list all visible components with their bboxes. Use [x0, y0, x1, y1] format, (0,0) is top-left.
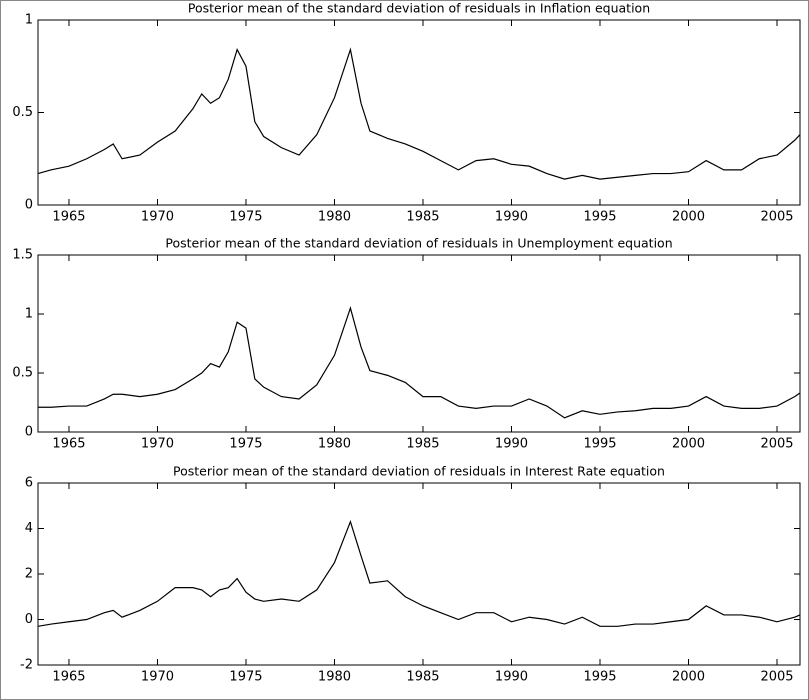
x-tick-label: 1990 [495, 437, 528, 452]
x-tick-label: 1980 [318, 210, 351, 225]
axes-box [37, 482, 801, 666]
chart-title: Posterior mean of the standard deviation… [165, 236, 672, 251]
x-tick-label: 1965 [52, 210, 85, 225]
y-tick-label: 1.5 [12, 248, 33, 263]
x-tick-label: 1995 [583, 670, 616, 685]
x-tick-label: 1970 [141, 210, 174, 225]
x-tick-label: 2005 [760, 670, 793, 685]
data-line [38, 306, 801, 419]
y-tick-label: -2 [20, 658, 33, 673]
x-tick-label: 1975 [229, 670, 262, 685]
axes-box [37, 254, 801, 433]
y-tick-label: 0.5 [12, 105, 33, 120]
x-tick-label: 1995 [583, 210, 616, 225]
x-tick-label: 2000 [672, 670, 705, 685]
x-tick-label: 1985 [406, 670, 439, 685]
x-tick-label: 1965 [52, 670, 85, 685]
x-tick-label: 1965 [52, 437, 85, 452]
x-tick-label: 1975 [229, 437, 262, 452]
x-tick-label: 2005 [760, 437, 793, 452]
y-tick-label: 2 [25, 567, 33, 582]
y-tick-label: 0 [25, 198, 33, 213]
y-tick-label: 0 [25, 425, 33, 440]
axes-box [37, 19, 801, 206]
y-tick-label: 1 [25, 13, 33, 28]
y-tick-label: 1 [25, 307, 33, 322]
data-line [37, 47, 801, 180]
chart-title: Posterior mean of the standard deviation… [188, 1, 650, 16]
x-tick-label: 2000 [672, 437, 705, 452]
y-tick-label: 0.5 [12, 366, 33, 381]
x-tick-label: 1970 [141, 437, 174, 452]
x-tick-label: 1975 [229, 210, 262, 225]
x-tick-label: 1970 [141, 670, 174, 685]
data-line [37, 519, 801, 627]
chart-title: Posterior mean of the standard deviation… [173, 464, 665, 479]
x-tick-label: 2000 [672, 210, 705, 225]
x-tick-label: 1980 [318, 670, 351, 685]
x-tick-label: 2005 [760, 210, 793, 225]
y-tick-label: 0 [25, 612, 33, 627]
x-tick-label: 1990 [495, 670, 528, 685]
x-tick-label: 1980 [318, 437, 351, 452]
x-tick-label: 1985 [406, 437, 439, 452]
x-tick-label: 1985 [406, 210, 439, 225]
y-tick-label: 4 [25, 521, 33, 536]
y-tick-label: 6 [25, 476, 33, 491]
x-tick-label: 1995 [583, 437, 616, 452]
x-tick-label: 1990 [495, 210, 528, 225]
